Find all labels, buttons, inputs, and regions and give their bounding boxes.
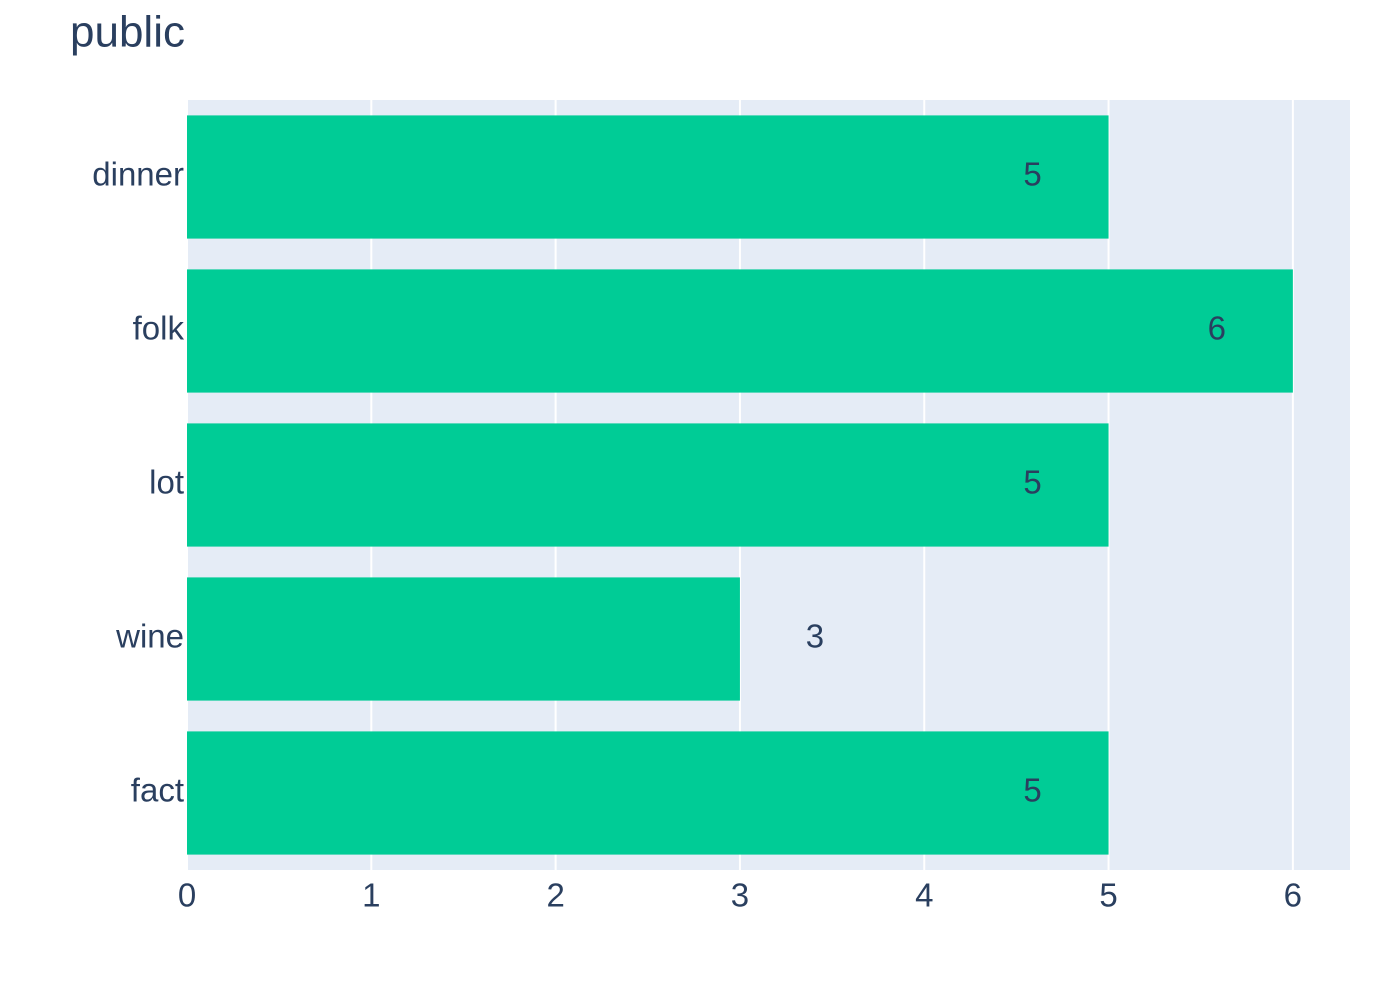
chart-title: public — [70, 8, 185, 57]
data-label: 5 — [1023, 156, 1041, 193]
data-label: 3 — [806, 618, 824, 655]
y-tick-label: wine — [115, 618, 184, 655]
bar — [187, 115, 1109, 239]
bar — [187, 731, 1109, 855]
x-tick-label: 5 — [1099, 877, 1117, 914]
x-tick-label: 0 — [178, 877, 196, 914]
bar — [187, 423, 1109, 547]
y-tick-label: folk — [133, 310, 185, 347]
x-tick-label: 4 — [915, 877, 933, 914]
data-label: 5 — [1023, 772, 1041, 809]
bar — [187, 577, 740, 701]
x-tick-label: 6 — [1284, 877, 1302, 914]
y-tick-label: dinner — [92, 156, 184, 193]
y-tick-label: lot — [149, 464, 184, 501]
data-label: 5 — [1023, 464, 1041, 501]
x-tick-label: 2 — [546, 877, 564, 914]
data-label: 6 — [1208, 310, 1226, 347]
y-tick-label: fact — [131, 772, 184, 809]
x-tick-label: 3 — [731, 877, 749, 914]
x-tick-label: 1 — [362, 877, 380, 914]
bar — [187, 269, 1293, 393]
